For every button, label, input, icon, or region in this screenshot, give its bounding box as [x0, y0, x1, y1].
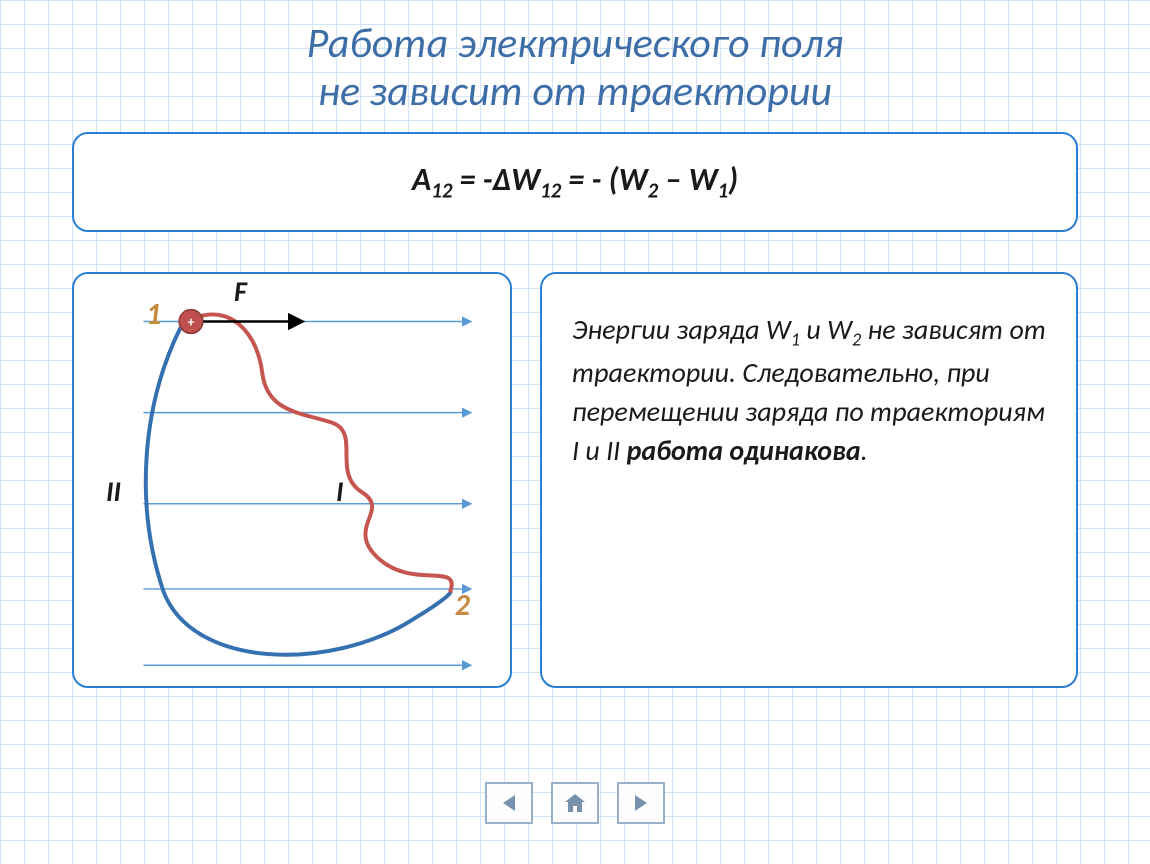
- next-button[interactable]: [617, 782, 665, 824]
- trajectory-i-label: I: [336, 474, 343, 509]
- title-line-2: не зависит от траектории: [318, 66, 832, 117]
- arrow-right-icon: [630, 792, 652, 814]
- trajectory-diagram: +: [74, 274, 510, 686]
- point-2-label: 2: [455, 587, 470, 624]
- formula-content: A12 = -ΔW12 = - (W2 – W1): [412, 160, 738, 203]
- nav-button-group: [0, 782, 1150, 824]
- point-1-label: 1: [146, 296, 161, 333]
- diagram-box: + F 1 2 I II: [72, 272, 512, 688]
- force-label: F: [234, 274, 247, 309]
- arrow-left-icon: [498, 792, 520, 814]
- trajectory-ii-path: [146, 328, 451, 654]
- home-button[interactable]: [551, 782, 599, 824]
- explanation-box: Энергии заряда W1 и W2 не зависят от тра…: [540, 272, 1078, 688]
- formula-box: A12 = -ΔW12 = - (W2 – W1): [72, 132, 1078, 232]
- home-icon: [563, 792, 587, 814]
- explanation-text: Энергии заряда W1 и W2 не зависят от тра…: [572, 312, 1046, 468]
- charge-plus-label: +: [188, 313, 195, 330]
- trajectory-i-path: [203, 314, 452, 590]
- title-line-1: Работа электрического поля: [307, 18, 844, 69]
- page-title: Работа электрического поля не зависит от…: [0, 20, 1150, 117]
- prev-button[interactable]: [485, 782, 533, 824]
- trajectory-ii-label: II: [106, 474, 121, 509]
